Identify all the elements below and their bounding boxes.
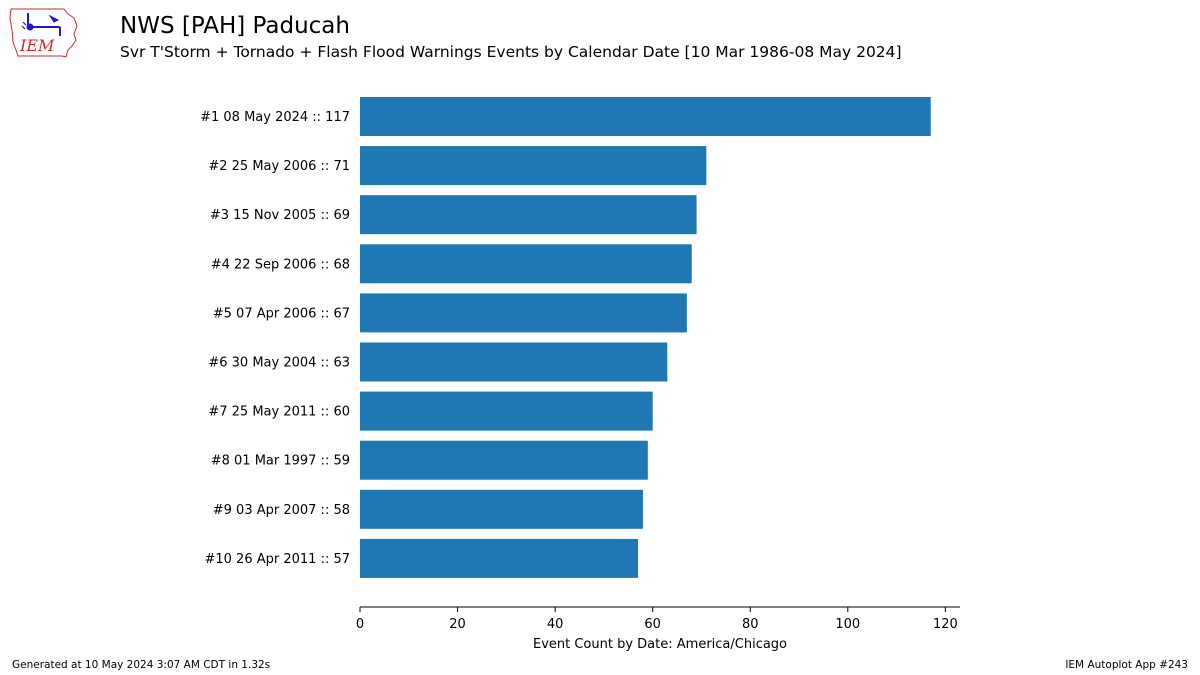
y-tick-label-1: #1 08 May 2024 :: 117 [200,110,350,125]
y-tick-label-2: #2 25 May 2006 :: 71 [208,159,350,174]
generated-timestamp: Generated at 10 May 2024 3:07 AM CDT in … [12,659,271,671]
iowa-outline-icon [9,8,78,58]
bar-4 [360,244,692,284]
x-tick-label-0: 0 [356,617,364,632]
x-tick-label-40: 40 [547,617,564,632]
bar-3 [360,195,697,235]
weather-station-icon [21,13,61,36]
app-label: IEM Autoplot App #243 [1065,659,1188,671]
bar-5 [360,293,687,333]
y-tick-label-8: #8 01 Mar 1997 :: 59 [211,454,350,469]
y-tick-label-10: #10 26 Apr 2011 :: 57 [204,552,350,567]
x-axis: 0 20 40 60 80 100 120 [356,606,960,632]
x-tick-label-60: 60 [644,617,661,632]
bar-1 [360,97,931,136]
bars-group [360,97,931,578]
y-tick-label-4: #4 22 Sep 2006 :: 68 [211,257,350,272]
logo-text: IEM [19,36,55,55]
chart-title: NWS [PAH] Paducah [120,13,350,39]
bar-8 [360,440,648,480]
y-tick-labels: #1 08 May 2024 :: 117#2 25 May 2006 :: 7… [200,110,350,567]
x-tick-label-80: 80 [742,617,759,632]
y-tick-label-9: #9 03 Apr 2007 :: 58 [213,503,350,518]
bar-2 [360,146,707,186]
bar-7 [360,391,653,431]
x-axis-label: Event Count by Date: America/Chicago [533,637,787,652]
bar-9 [360,489,643,529]
iem-logo: IEM [9,8,78,58]
y-tick-label-3: #3 15 Nov 2005 :: 69 [210,208,350,223]
y-tick-label-5: #5 07 Apr 2006 :: 67 [213,306,350,321]
y-tick-label-7: #7 25 May 2011 :: 60 [208,405,350,420]
x-tick-label-100: 100 [835,617,860,632]
bar-6 [360,342,668,382]
x-tick-label-20: 20 [449,617,466,632]
bar-10 [360,538,639,578]
y-tick-label-6: #6 30 May 2004 :: 63 [208,356,350,371]
chart-subtitle: Svr T'Storm + Tornado + Flash Flood Warn… [120,43,902,61]
x-tick-label-120: 120 [933,617,958,632]
